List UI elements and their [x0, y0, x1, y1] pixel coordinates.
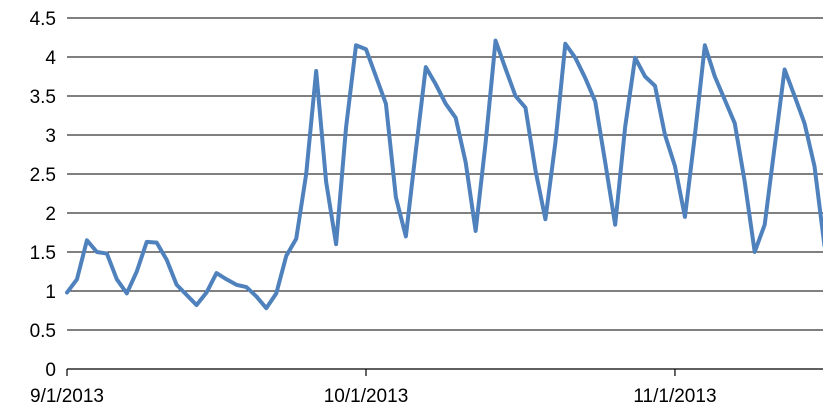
x-tick-label: 10/1/2013 — [324, 386, 409, 407]
y-tick-label: 0.5 — [30, 321, 56, 342]
x-tick-label: 11/1/2013 — [633, 386, 716, 407]
y-tick-label: 2 — [45, 204, 56, 225]
y-tick-label: 1.5 — [30, 243, 56, 264]
y-tick-label: 2.5 — [30, 165, 56, 186]
series-group — [65, 38, 823, 311]
y-tick-label: 1 — [45, 282, 56, 303]
y-tick-label: 4.5 — [30, 9, 56, 30]
x-tick-label: 9/1/2013 — [30, 386, 104, 407]
y-axis-tick-labels: 0 0.5 1 1.5 2 2.5 3 3.5 4 4.5 — [30, 9, 57, 381]
y-tick-label: 0 — [45, 360, 56, 381]
series-line — [65, 38, 823, 311]
y-tick-label: 3.5 — [30, 87, 56, 108]
y-tick-label: 3 — [45, 126, 56, 147]
gridlines — [67, 17, 823, 331]
y-tick-label: 4 — [45, 48, 56, 69]
